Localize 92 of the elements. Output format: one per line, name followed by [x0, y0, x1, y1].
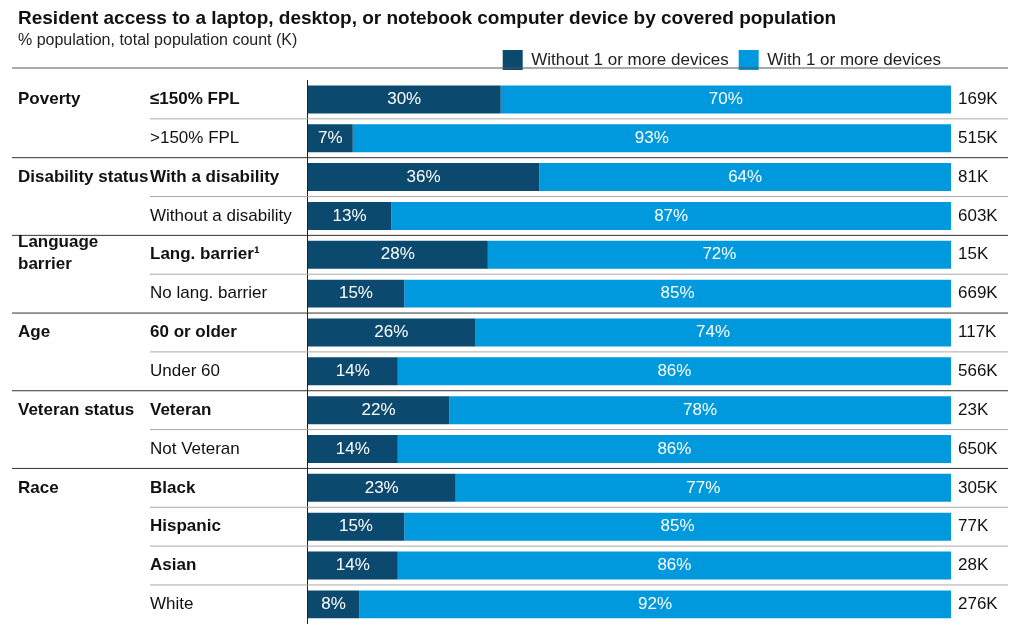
data-label: 26%	[374, 322, 409, 342]
data-label: 30%	[387, 89, 422, 109]
y-tick-label: Lang. barrier¹	[150, 244, 260, 264]
y-tick-label: ≤150% FPL	[150, 89, 240, 109]
bar	[307, 473, 456, 502]
bar	[500, 85, 951, 114]
y-tick-label: Asian	[150, 555, 197, 575]
data-label: 22%	[361, 399, 396, 419]
data-label: 64%	[728, 166, 763, 186]
bar	[404, 279, 951, 308]
y-tick-label: Not Veteran	[150, 438, 240, 458]
bar	[307, 551, 398, 580]
data-label: 36%	[406, 166, 441, 186]
text: 15K	[958, 244, 989, 264]
bar	[307, 318, 475, 347]
bar	[307, 163, 540, 192]
bar	[352, 124, 951, 153]
bar	[397, 357, 951, 386]
y-tick-label: Without a disability	[150, 205, 293, 225]
y-tick-label: Veteran	[150, 399, 212, 419]
text: 77K	[958, 516, 989, 536]
legend-label: With 1 or more devices	[767, 49, 942, 69]
text: Poverty	[18, 89, 81, 109]
data-label: 14%	[335, 438, 370, 458]
data-label: 87%	[654, 205, 689, 225]
text: 650K	[958, 438, 999, 458]
y-tick-label: Black	[150, 477, 196, 497]
text: Age	[18, 322, 51, 342]
bar	[307, 201, 392, 230]
text: Race	[18, 477, 59, 497]
text: 276K	[958, 594, 999, 614]
data-label: 23%	[364, 477, 399, 497]
y-tick-label: >150% FPL	[150, 127, 240, 147]
bar	[307, 435, 398, 463]
chart-title: Resident access to a laptop, desktop, or notebook computer device by covered population	[18, 6, 837, 30]
bar	[307, 279, 405, 308]
bar	[391, 201, 951, 230]
y-tick-label: Hispanic	[150, 516, 221, 536]
data-label: 85%	[660, 516, 695, 536]
bar	[474, 318, 951, 347]
y-tick-label: Under 60	[150, 361, 220, 381]
text: % population, total population count (K)	[18, 30, 299, 50]
text: 28K	[958, 555, 989, 575]
y-tick-label: White	[150, 594, 194, 614]
data-label: 70%	[708, 89, 743, 109]
data-label: 86%	[657, 555, 692, 575]
text: 515K	[958, 127, 999, 147]
data-label: 7%	[317, 127, 343, 147]
bar	[359, 590, 951, 619]
bar	[307, 396, 450, 425]
y-tick-label: 60 or older	[150, 322, 238, 342]
data-label: 85%	[660, 283, 695, 303]
data-label: 92%	[638, 594, 673, 614]
data-label: 15%	[338, 516, 373, 536]
text: 669K	[958, 283, 999, 303]
bar	[449, 396, 951, 425]
data-label: 13%	[332, 205, 367, 225]
bar	[397, 435, 951, 463]
data-label: 14%	[335, 361, 370, 381]
text: 305K	[958, 477, 999, 497]
text: Language barrier	[18, 232, 99, 274]
bar	[487, 240, 951, 269]
bar	[307, 357, 398, 386]
text: 566K	[958, 361, 999, 381]
bar	[539, 163, 951, 192]
y-tick-label: With a disability	[150, 166, 280, 186]
data-label: 72%	[702, 244, 737, 264]
bar	[397, 551, 951, 580]
data-label: 86%	[657, 361, 692, 381]
text: 169K	[958, 89, 999, 109]
bar	[307, 240, 488, 269]
text: 603K	[958, 205, 999, 225]
bar	[307, 85, 501, 114]
text: Veteran status	[18, 399, 135, 419]
data-label: 74%	[695, 322, 730, 342]
bar	[307, 512, 405, 541]
data-label: 78%	[683, 399, 718, 419]
data-label: 8%	[321, 594, 346, 614]
data-label: 14%	[335, 555, 370, 575]
data-label: 77%	[686, 477, 721, 497]
legend-label: Without 1 or more devices	[531, 49, 729, 69]
text: 81K	[958, 166, 989, 186]
text: Disability status	[18, 166, 149, 186]
data-label: 93%	[634, 127, 669, 147]
y-tick-label: No lang. barrier	[150, 283, 268, 303]
data-label: 86%	[657, 438, 692, 458]
text: 117K	[958, 322, 998, 342]
bar	[404, 512, 951, 541]
data-label: 15%	[338, 283, 373, 303]
bar	[455, 473, 951, 502]
text: 23K	[958, 399, 989, 419]
data-label: 28%	[380, 244, 415, 264]
